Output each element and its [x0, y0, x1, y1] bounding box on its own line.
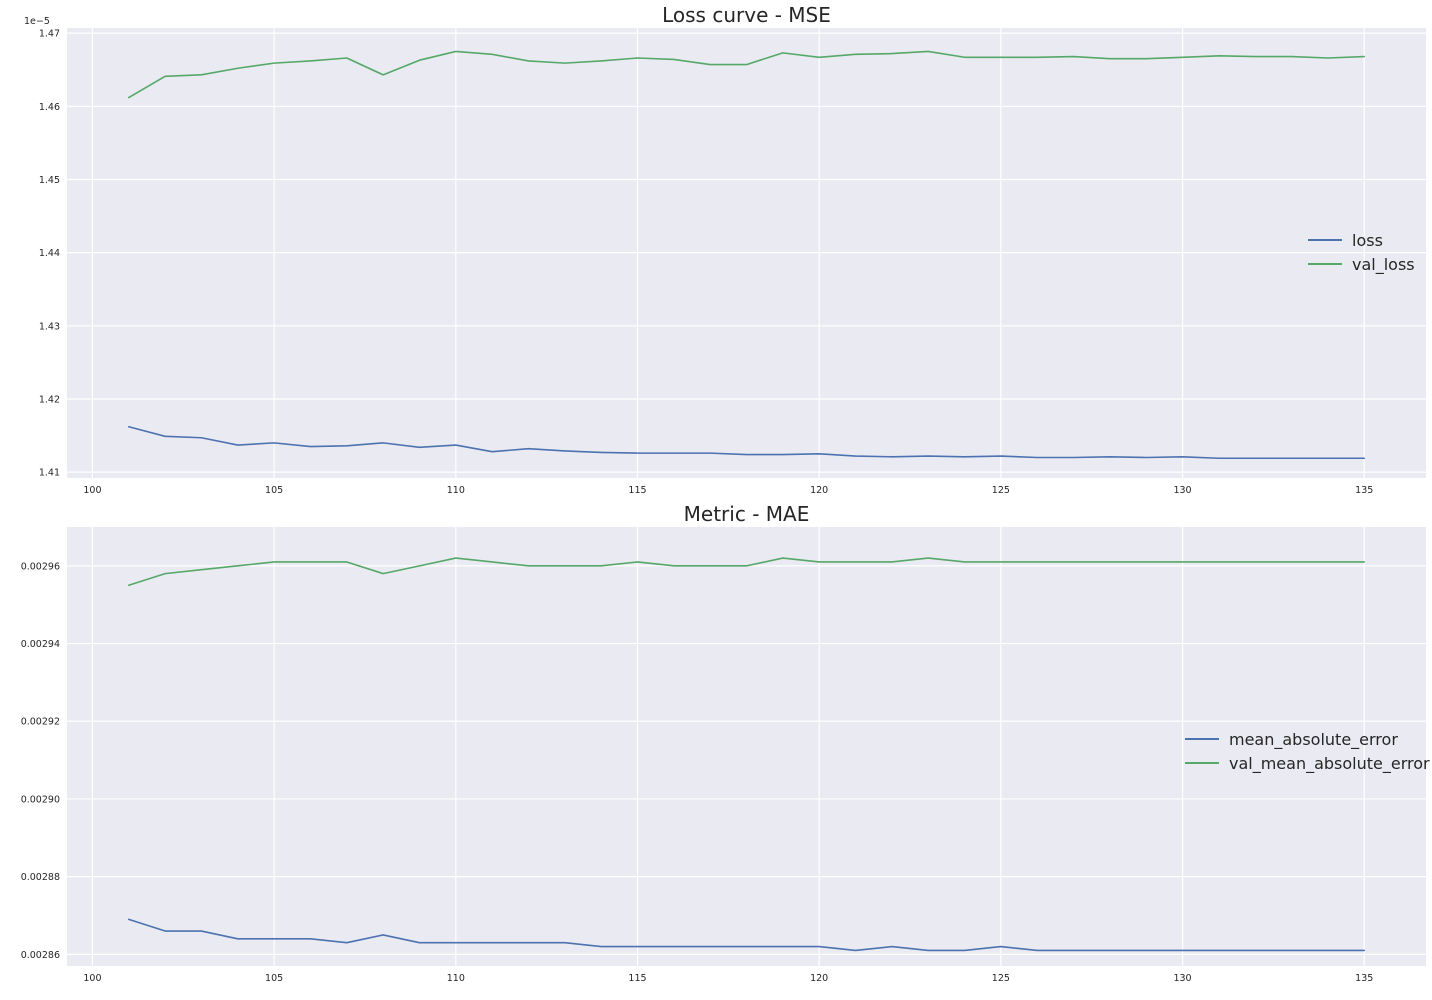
chart0-y-tick-label: 1.45 — [39, 175, 60, 186]
chart1-title: Metric - MAE — [684, 502, 810, 526]
chart0-x-tick-label: 100 — [83, 485, 101, 496]
chart0-x-tick-label: 105 — [265, 485, 283, 496]
chart0-x-tick-label: 125 — [992, 485, 1010, 496]
mae-metric-panel: 100 105 110 115 120 125 130 135 0.00286 0.00288 0.… — [21, 502, 1430, 984]
chart0-x-tick-label: 120 — [810, 485, 828, 496]
chart0-x-tick-label: 110 — [447, 485, 465, 496]
chart0-y-tick-label: 1.47 — [39, 29, 60, 40]
chart1-legend-label: val_mean_absolute_error — [1229, 754, 1430, 774]
chart1-x-tick-label: 110 — [447, 973, 465, 984]
chart0-legend-label: val_loss — [1352, 255, 1415, 275]
chart0-x-tick-label: 115 — [628, 485, 646, 496]
chart0-y-tick-label: 1.46 — [39, 102, 60, 113]
chart1-y-tick-label: 0.00292 — [21, 717, 60, 728]
chart0-offset-label: 1e−5 — [24, 16, 50, 27]
chart1-series-line-mean-absolute-error — [127, 918, 1366, 952]
chart0-legend-label: loss — [1352, 231, 1383, 250]
chart0-y-tick-label: 1.44 — [39, 248, 60, 259]
chart1-x-tick-label: 115 — [628, 973, 646, 984]
chart1-x-tick-label: 100 — [83, 973, 101, 984]
chart1-x-tick-label: 125 — [992, 973, 1010, 984]
chart1-x-tick-label: 105 — [265, 973, 283, 984]
chart1-y-tick-label: 0.00288 — [21, 872, 60, 883]
chart0-series-line-val-loss — [127, 50, 1366, 99]
chart0-series-line-loss — [127, 425, 1366, 460]
chart1-y-tick-label: 0.00290 — [21, 794, 60, 805]
chart1-y-tick-label: 0.00296 — [21, 561, 60, 572]
chart1-x-tick-label: 120 — [810, 973, 828, 984]
chart0-x-tick-label: 130 — [1173, 485, 1191, 496]
chart1-plot-area — [67, 527, 1426, 966]
chart0-y-tick-label: 1.41 — [39, 468, 60, 479]
chart0-y-tick-label: 1.43 — [39, 321, 60, 332]
loss-mse-panel: 100 105 110 115 120 125 130 135 1.41 1.42 1.43 1.44… — [24, 3, 1426, 496]
chart1-series-line-val-mean-absolute-error — [127, 557, 1366, 587]
chart0-y-tick-label: 1.42 — [39, 394, 60, 405]
chart0-x-tick-label: 135 — [1355, 485, 1373, 496]
chart1-y-tick-label: 0.00286 — [21, 950, 60, 961]
chart1-x-tick-label: 130 — [1173, 973, 1191, 984]
chart1-legend-label: mean_absolute_error — [1229, 730, 1398, 750]
chart0-title: Loss curve - MSE — [662, 3, 831, 27]
chart1-y-tick-label: 0.00294 — [21, 639, 60, 650]
chart1-x-tick-label: 135 — [1355, 973, 1373, 984]
